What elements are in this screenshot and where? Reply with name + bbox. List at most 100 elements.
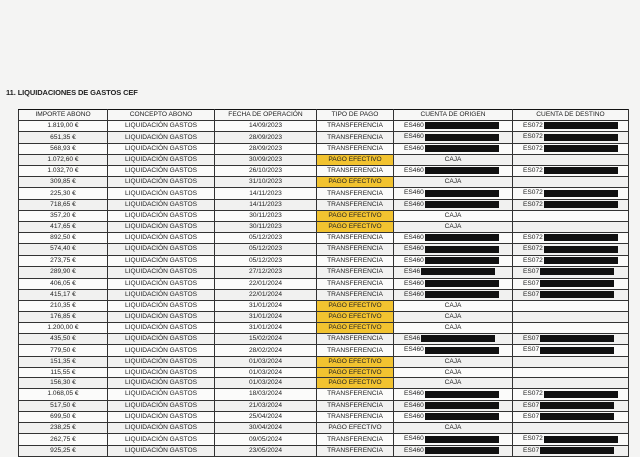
cell-concepto: LIQUIDACIÓN GASTOS	[107, 422, 215, 435]
cell-fecha: 05/12/2023	[214, 254, 317, 268]
cell-destino	[512, 300, 629, 313]
cell-origen: ES460	[393, 119, 513, 133]
table-row: 651,35 € LIQUIDACIÓN GASTOS 28/09/2023 TRAN…	[18, 131, 629, 144]
table-row: 357,20 € LIQUIDACIÓN GASTOS 30/11/2023 PAGO…	[18, 210, 629, 222]
cell-concepto: LIQUIDACIÓN GASTOS	[107, 154, 215, 166]
cell-origen: ES460	[393, 243, 513, 256]
cell-concepto: LIQUIDACIÓN GASTOS	[107, 311, 215, 324]
cell-importe: 406,05 €	[18, 277, 108, 290]
cell-fecha: 23/05/2024	[214, 444, 317, 457]
cell-origen: ES460	[393, 388, 513, 401]
redaction-bar	[424, 435, 499, 443]
cell-importe: 1.200,00 €	[18, 322, 108, 334]
cell-importe: 238,25 €	[18, 422, 108, 435]
redaction-bar	[424, 346, 499, 354]
redaction-bar	[424, 279, 499, 287]
cell-origen: ES460	[393, 231, 513, 245]
cell-tipo: TRANSFERENCIA	[316, 433, 394, 446]
cell-tipo: TRANSFERENCIA	[316, 231, 394, 245]
redaction-bar	[540, 279, 615, 287]
cell-tipo: TRANSFERENCIA	[316, 266, 394, 279]
redaction-bar	[543, 245, 618, 253]
cell-concepto: LIQUIDACIÓN GASTOS	[107, 187, 215, 200]
redaction-bar	[424, 133, 499, 141]
cell-origen: ES460	[393, 410, 513, 424]
origen-account-prefix: ES46	[404, 334, 421, 342]
cell-tipo: PAGO EFECTIVO	[316, 377, 394, 390]
cell-destino: ES07	[512, 444, 629, 457]
redaction-bar	[540, 268, 615, 276]
cell-concepto: LIQUIDACIÓN GASTOS	[107, 388, 215, 401]
cell-tipo: TRANSFERENCIA	[316, 198, 394, 212]
redaction-bar	[424, 413, 499, 421]
header-row: IMPORTE ABONO CONCEPTO ABONO FECHA DE OP…	[18, 109, 629, 121]
cell-importe: 699,50 €	[18, 410, 108, 424]
cell-fecha: 26/10/2023	[214, 164, 317, 178]
cell-destino	[512, 176, 629, 189]
cell-concepto: LIQUIDACIÓN GASTOS	[107, 344, 215, 357]
destino-account-prefix: ES072	[523, 166, 543, 174]
cell-destino: ES072	[512, 142, 629, 156]
cell-tipo: TRANSFERENCIA	[316, 410, 394, 424]
cell-fecha: 31/10/2023	[214, 176, 317, 189]
cell-origen: ES460	[393, 198, 513, 212]
cell-destino: ES072	[512, 388, 629, 401]
cell-fecha: 31/01/2024	[214, 322, 317, 334]
cell-importe: 273,75 €	[18, 254, 108, 268]
cell-importe: 574,40 €	[18, 243, 108, 256]
cell-fecha: 25/04/2024	[214, 410, 317, 424]
cell-origen: CAJA	[393, 220, 513, 233]
expense-settlements-table: IMPORTE ABONO CONCEPTO ABONO FECHA DE OP…	[18, 109, 629, 457]
cell-fecha: 18/03/2024	[214, 388, 317, 401]
cell-tipo: TRANSFERENCIA	[316, 243, 394, 256]
destino-account-prefix: ES07	[523, 401, 540, 409]
cell-fecha: 14/09/2023	[214, 119, 317, 133]
redaction-bar	[424, 145, 499, 153]
cell-importe: 151,35 €	[18, 355, 108, 368]
redaction-bar	[543, 390, 618, 398]
table-row: 718,65 € LIQUIDACIÓN GASTOS 14/11/2023 TRAN…	[18, 198, 629, 212]
origen-account-prefix: ES460	[404, 435, 424, 443]
destino-account-prefix: ES072	[523, 133, 543, 141]
origen-account-prefix: ES460	[404, 279, 424, 287]
destino-account-prefix: ES07	[523, 290, 540, 298]
cell-origen: ES460	[393, 444, 513, 457]
cell-destino: ES072	[512, 231, 629, 245]
cell-tipo: PAGO EFECTIVO	[316, 220, 394, 233]
redaction-bar	[540, 291, 615, 299]
cell-origen: CAJA	[393, 210, 513, 222]
cell-origen: CAJA	[393, 355, 513, 368]
cell-concepto: LIQUIDACIÓN GASTOS	[107, 366, 215, 379]
cell-fecha: 30/04/2024	[214, 422, 317, 435]
cell-tipo: TRANSFERENCIA	[316, 288, 394, 302]
cell-tipo: PAGO EFECTIVO	[316, 366, 394, 379]
cell-tipo: TRANSFERENCIA	[316, 187, 394, 200]
table-row: 1.072,60 € LIQUIDACIÓN GASTOS 30/09/2023 PA…	[18, 154, 629, 166]
cell-fecha: 22/01/2024	[214, 288, 317, 302]
origen-account-prefix: ES460	[404, 256, 424, 264]
cell-fecha: 28/02/2024	[214, 344, 317, 357]
redaction-bar	[543, 133, 618, 141]
redaction-bar	[540, 401, 615, 409]
cell-origen: ES460	[393, 254, 513, 268]
cell-origen: CAJA	[393, 422, 513, 435]
redaction-bar	[424, 390, 499, 398]
cell-concepto: LIQUIDACIÓN GASTOS	[107, 210, 215, 222]
cell-tipo: TRANSFERENCIA	[316, 164, 394, 178]
cell-importe: 289,90 €	[18, 266, 108, 279]
cell-concepto: LIQUIDACIÓN GASTOS	[107, 176, 215, 189]
cell-importe: 1.072,60 €	[18, 154, 108, 166]
col-concepto: CONCEPTO ABONO	[107, 109, 215, 121]
cell-concepto: LIQUIDACIÓN GASTOS	[107, 231, 215, 245]
cell-destino: ES072	[512, 433, 629, 446]
cell-fecha: 31/01/2024	[214, 311, 317, 324]
cell-fecha: 14/11/2023	[214, 187, 317, 200]
cell-importe: 417,65 €	[18, 220, 108, 233]
destino-account-prefix: ES07	[523, 413, 540, 421]
cell-destino	[512, 377, 629, 390]
destino-account-prefix: ES072	[523, 390, 543, 398]
cell-tipo: PAGO EFECTIVO	[316, 154, 394, 166]
cell-concepto: LIQUIDACIÓN GASTOS	[107, 444, 215, 457]
cell-fecha: 28/09/2023	[214, 131, 317, 144]
table-row: 415,17 € LIQUIDACIÓN GASTOS 22/01/2024 TRAN…	[18, 288, 629, 302]
